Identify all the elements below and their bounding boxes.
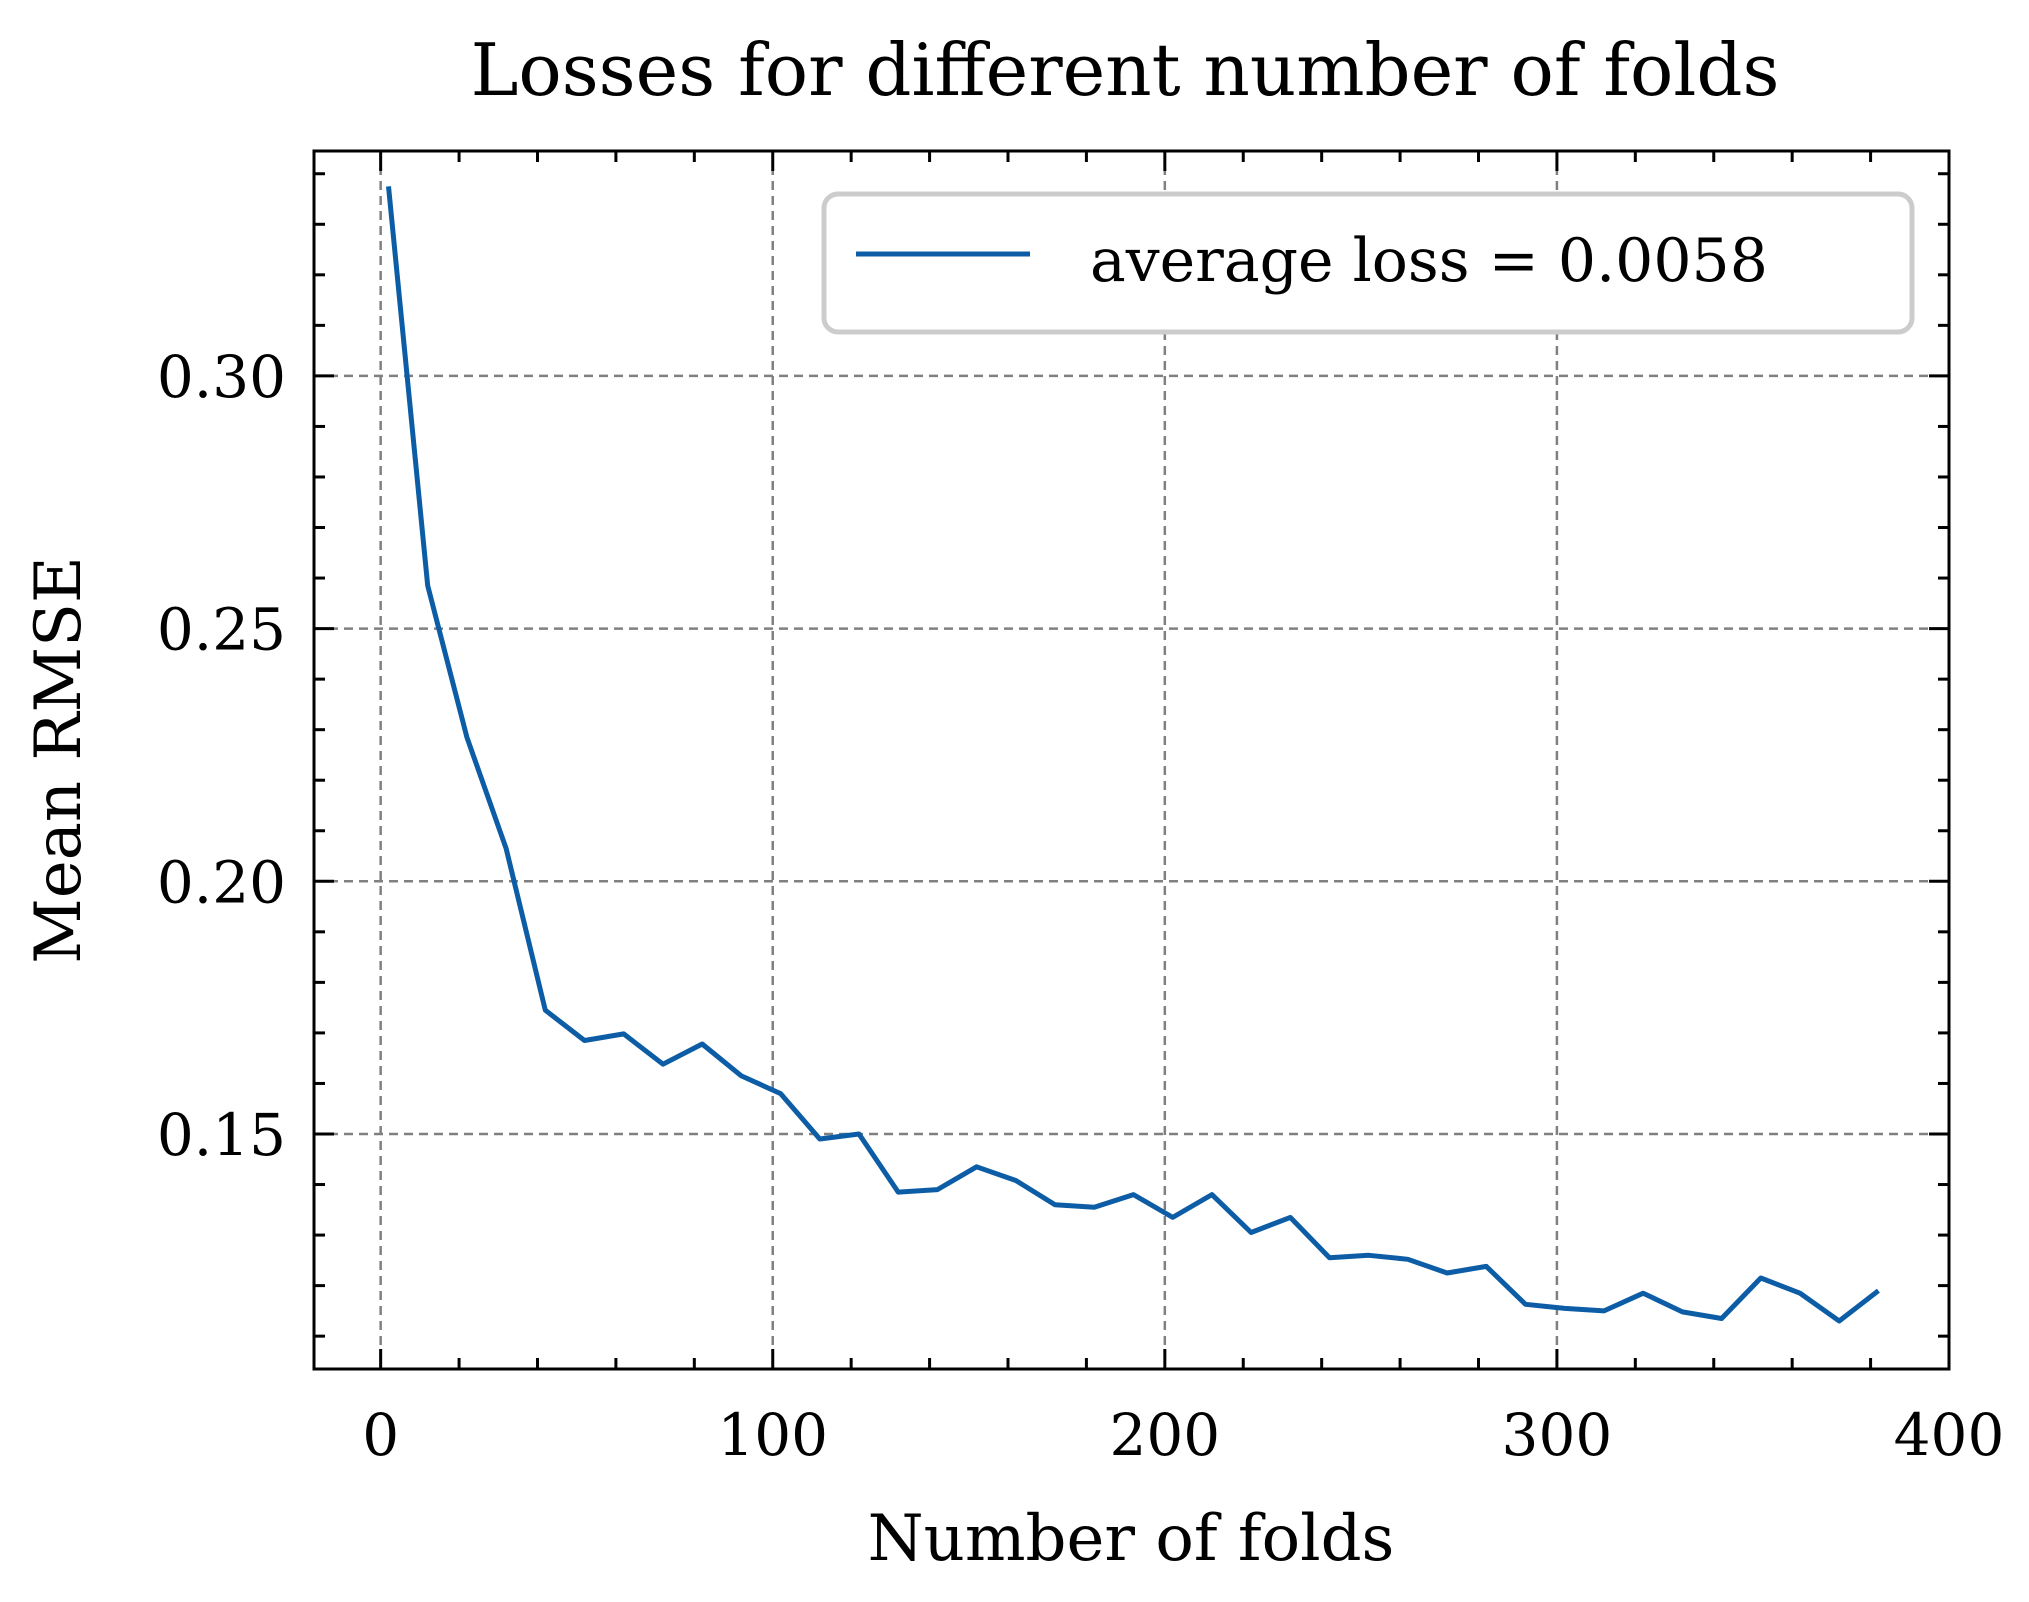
y-tick-label: 0.25	[157, 596, 286, 664]
y-axis-title: Mean RMSE	[22, 556, 96, 963]
x-tick-label: 0	[362, 1401, 399, 1469]
x-axis-tick-labels: 0 100 200 300 400	[362, 1401, 2004, 1469]
x-tick-label: 400	[1894, 1401, 2005, 1469]
chart-title: Losses for different number of folds	[471, 28, 1780, 112]
plot-frame	[312, 149, 1951, 1371]
x-axis-title: Number of folds	[868, 1502, 1395, 1576]
legend: average loss = 0.0058	[821, 191, 1915, 335]
legend-label: average loss = 0.0058	[1090, 226, 1768, 296]
series-line	[386, 186, 1880, 1324]
x-tick-label: 300	[1502, 1401, 1613, 1469]
y-tick-label: 0.20	[157, 848, 286, 916]
x-tick-label: 200	[1109, 1401, 1220, 1469]
y-tick-label: 0.30	[157, 343, 286, 411]
y-axis-tick-labels: 0.15 0.20 0.25 0.30	[157, 343, 286, 1169]
y-tick-label: 0.15	[157, 1101, 286, 1169]
x-tick-label: 100	[717, 1401, 828, 1469]
legend-box	[821, 191, 1915, 335]
grid-lines	[314, 151, 1949, 1369]
series-lines	[386, 186, 1880, 1324]
